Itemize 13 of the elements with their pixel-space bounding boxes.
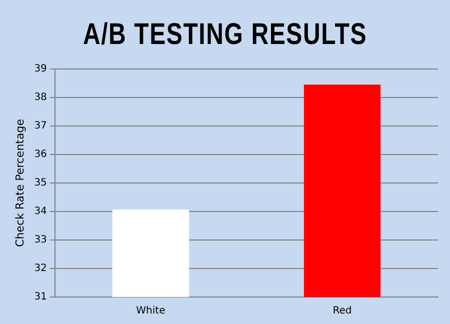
y-tick-label: 36: [34, 149, 47, 160]
x-tick-label: Red: [332, 306, 352, 317]
y-tick-label: 35: [34, 178, 47, 189]
x-tick-label: White: [136, 306, 166, 317]
y-axis-title: Check Rate Percentage: [13, 118, 26, 247]
y-tick-label: 38: [34, 92, 47, 104]
y-tick-label: 32: [34, 263, 47, 274]
y-tick-label: 31: [34, 292, 47, 303]
y-tick-label: 33: [34, 234, 47, 246]
y-tick-label: 34: [34, 206, 47, 218]
chart-title: A/B TESTING RESULTS: [82, 18, 368, 52]
y-tick-label: 39: [34, 64, 47, 75]
y-tick-label: 37: [34, 120, 47, 132]
